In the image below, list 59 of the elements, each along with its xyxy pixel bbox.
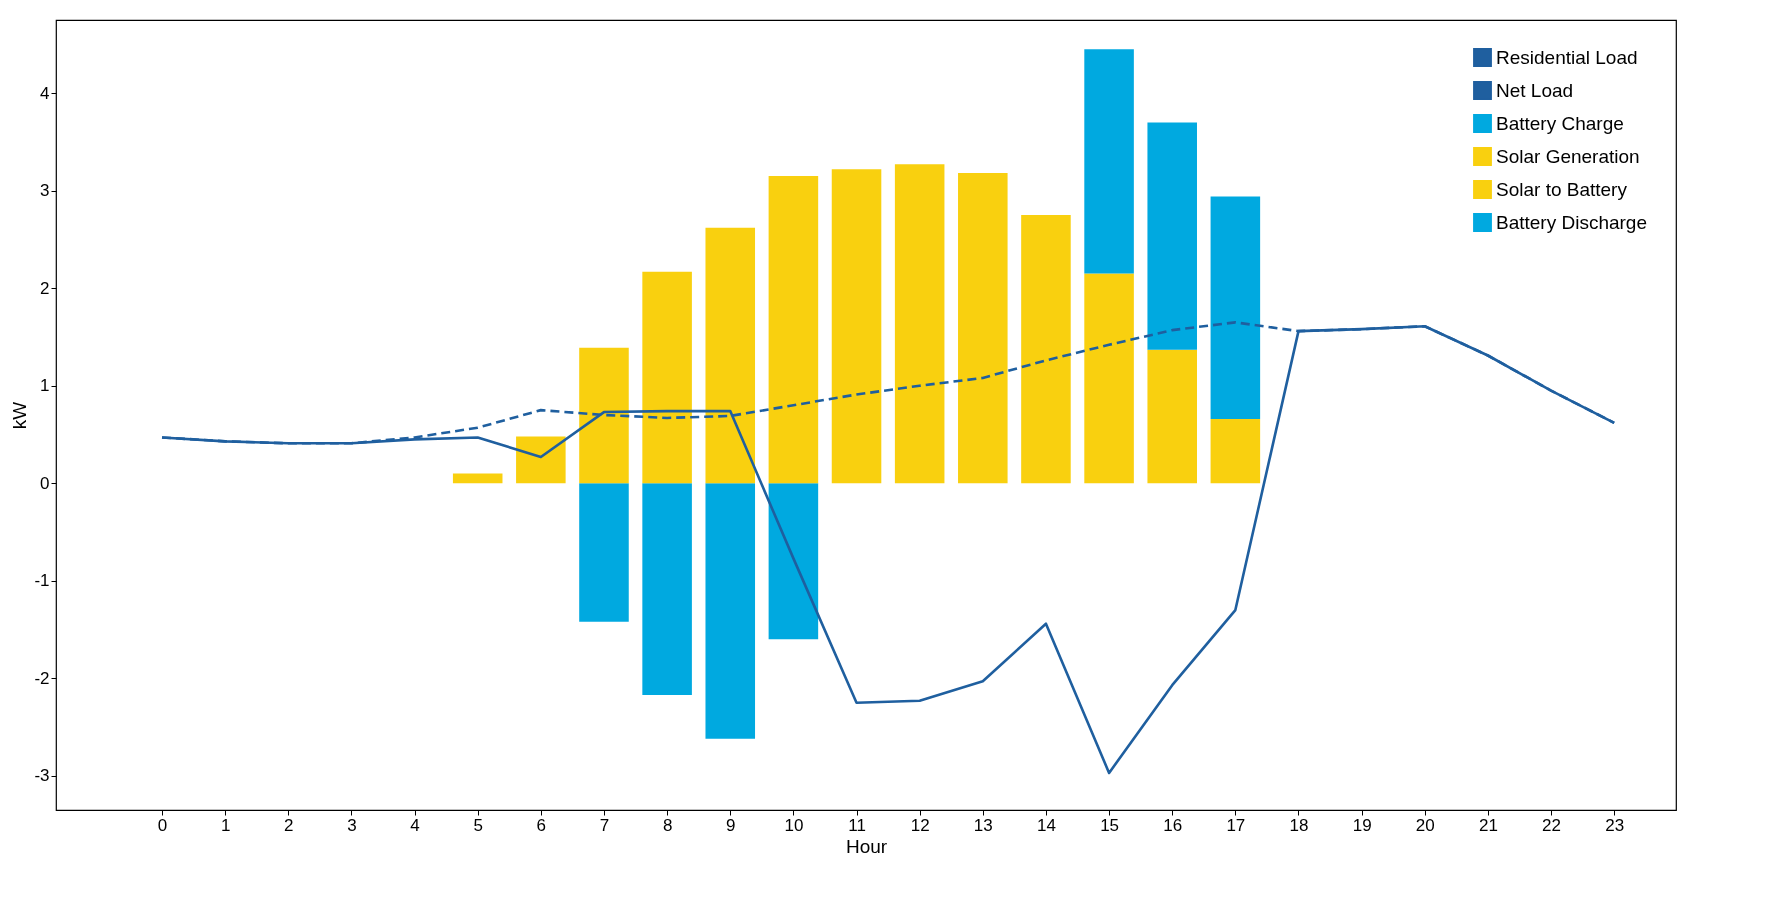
x-tick-label: 23 [1605,815,1625,835]
legend-label: Battery Charge [1496,112,1624,134]
x-tick-label: 3 [347,815,357,835]
x-tick-label: 4 [410,815,420,835]
x-tick-label: 16 [1163,815,1183,835]
x-tick-label: 14 [1036,815,1056,835]
x-tick-label: 20 [1415,815,1435,835]
y-tick-label: -3 [34,766,50,786]
x-tick-label: 1 [220,815,231,835]
bar [579,347,629,484]
x-tick-label: 10 [784,815,804,835]
y-tick-label: -2 [34,668,50,688]
legend-label: Battery Discharge [1496,211,1648,233]
bar [958,173,1008,484]
bar [642,483,692,695]
bar [1210,418,1261,484]
x-tick-label: 5 [473,815,483,835]
legend-label: Residential Load [1496,46,1638,68]
bar [831,169,882,484]
x-tick-label: 21 [1478,815,1498,835]
x-tick-label: 15 [1100,815,1120,835]
y-tick-label: 2 [40,278,50,298]
y-axis-title: kW [9,401,31,430]
x-tick-label: 0 [157,815,168,835]
x-tick-label: 11 [848,815,866,835]
x-tick-label: 8 [662,815,673,835]
y-tick-label: 1 [40,376,50,396]
bar [705,227,756,484]
y-tick-label: 0 [40,473,50,493]
bar [1147,349,1197,484]
bar [1021,215,1071,484]
x-tick-label: 7 [599,815,610,835]
x-tick-label: 13 [973,815,993,835]
bar [768,483,819,640]
bar [705,483,756,739]
x-tick-label: 6 [536,815,547,835]
bar [579,483,629,622]
y-tick-label: 3 [40,181,50,201]
bar [1084,49,1134,274]
x-tick-label: 12 [910,815,930,835]
x-tick-label: 22 [1542,815,1561,835]
x-tick-label: 2 [284,815,294,835]
x-tick-label: 19 [1352,815,1372,835]
bar [1147,122,1197,350]
bar [452,473,503,484]
legend-label: Net Load [1496,79,1574,101]
y-tick-label: 4 [40,83,50,103]
legend-label: Solar to Battery [1496,178,1628,200]
y-tick-label: -1 [34,571,50,591]
bar [1084,273,1134,484]
x-tick-label: 17 [1226,815,1246,835]
legend-label: Solar Generation [1496,145,1640,167]
bar [516,436,566,484]
x-tick-label: 18 [1289,815,1309,835]
x-axis-title: Hour [845,835,888,857]
bar [642,271,692,484]
bar [1210,196,1261,419]
x-tick-label: 9 [726,815,736,835]
bar [894,164,945,484]
